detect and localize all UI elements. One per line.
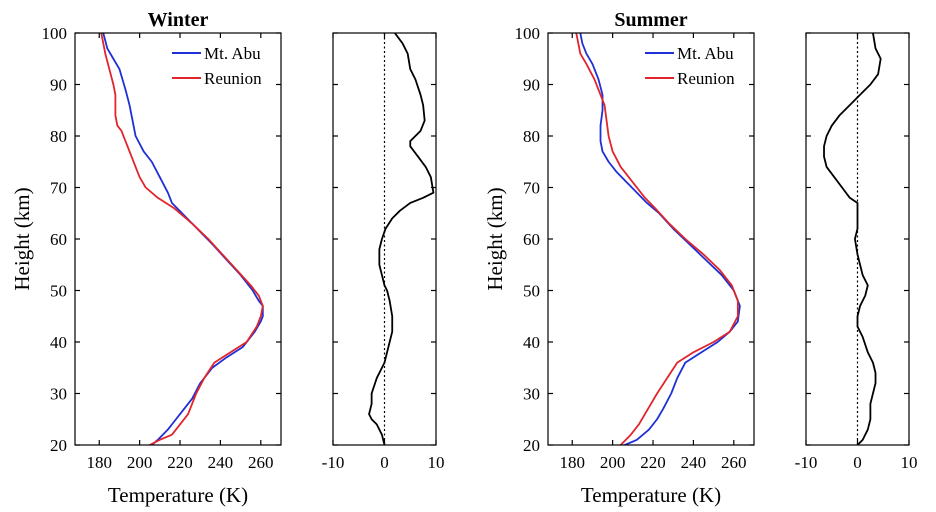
- winter-y-axis-label: Height (km): [10, 187, 34, 290]
- series-line-difference: [823, 33, 882, 445]
- summer-x-axis-label: Temperature (K): [581, 483, 721, 507]
- x-tick-label: 0: [380, 453, 389, 472]
- legend: Mt. Abu Reunion: [645, 44, 735, 88]
- y-tick-label: 90: [50, 76, 67, 95]
- x-tick-label: -10: [322, 453, 345, 472]
- y-tick-label: 70: [50, 179, 67, 198]
- x-tick-label: 220: [167, 453, 193, 472]
- x-tick-label: 0: [853, 453, 862, 472]
- x-tick-label: -10: [795, 453, 818, 472]
- plot-frame: [547, 32, 755, 446]
- winter-title: Winter: [148, 9, 209, 31]
- winter-difference-panel: -10 0 10: [322, 32, 445, 472]
- summer-difference-panel: -10 0 10: [795, 32, 918, 472]
- y-tick-label: 50: [50, 282, 67, 301]
- legend-label: Mt. Abu: [204, 44, 261, 63]
- legend-label: Reunion: [204, 69, 262, 88]
- y-tick-label: 90: [523, 76, 540, 95]
- legend: Mt. Abu Reunion: [172, 44, 262, 88]
- legend-label: Mt. Abu: [677, 44, 734, 63]
- series-line-mt-abu: [102, 33, 264, 445]
- x-tick-label: 240: [681, 453, 707, 472]
- winter-x-axis-label: Temperature (K): [108, 483, 248, 507]
- x-tick-label: 10: [428, 453, 445, 472]
- y-tick-label: 40: [50, 333, 67, 352]
- x-tick-label: 260: [248, 453, 274, 472]
- y-tick-label: 30: [523, 385, 540, 404]
- x-tick-label: 260: [721, 453, 747, 472]
- series-line-mt-abu: [579, 33, 741, 445]
- y-tick-label: 20: [50, 436, 67, 455]
- y-tick-label: 100: [515, 24, 541, 43]
- summer-title: Summer: [614, 9, 687, 31]
- x-tick-label: 180: [559, 453, 585, 472]
- y-tick-label: 100: [42, 24, 68, 43]
- x-tick-label: 200: [127, 453, 153, 472]
- y-tick-label: 50: [523, 282, 540, 301]
- plot-frame: [74, 32, 282, 446]
- x-tick-label: 240: [208, 453, 234, 472]
- y-tick-label: 30: [50, 385, 67, 404]
- y-tick-label: 80: [523, 127, 540, 146]
- winter-temperature-panel: 180 200 220 240 260 20 30 40 50 60 70 80 90 100 Mt. Ab…: [42, 24, 282, 472]
- y-tick-label: 80: [50, 127, 67, 146]
- legend-label: Reunion: [677, 69, 735, 88]
- y-tick-label: 70: [523, 179, 540, 198]
- series-line-reunion: [575, 33, 739, 445]
- plot-frame: [805, 32, 910, 446]
- summer-y-axis-label: Height (km): [483, 187, 507, 290]
- series-line-reunion: [100, 33, 264, 445]
- series-line-difference: [368, 33, 435, 445]
- y-tick-label: 60: [50, 230, 67, 249]
- y-tick-label: 40: [523, 333, 540, 352]
- x-tick-label: 220: [640, 453, 666, 472]
- x-tick-label: 200: [600, 453, 626, 472]
- summer-temperature-panel: 180 200 220 240 260 20 30 40 50 60 70 80 90 100 Mt. Ab…: [515, 24, 755, 472]
- y-tick-label: 60: [523, 230, 540, 249]
- y-tick-label: 20: [523, 436, 540, 455]
- x-tick-label: 180: [86, 453, 112, 472]
- x-tick-label: 10: [901, 453, 918, 472]
